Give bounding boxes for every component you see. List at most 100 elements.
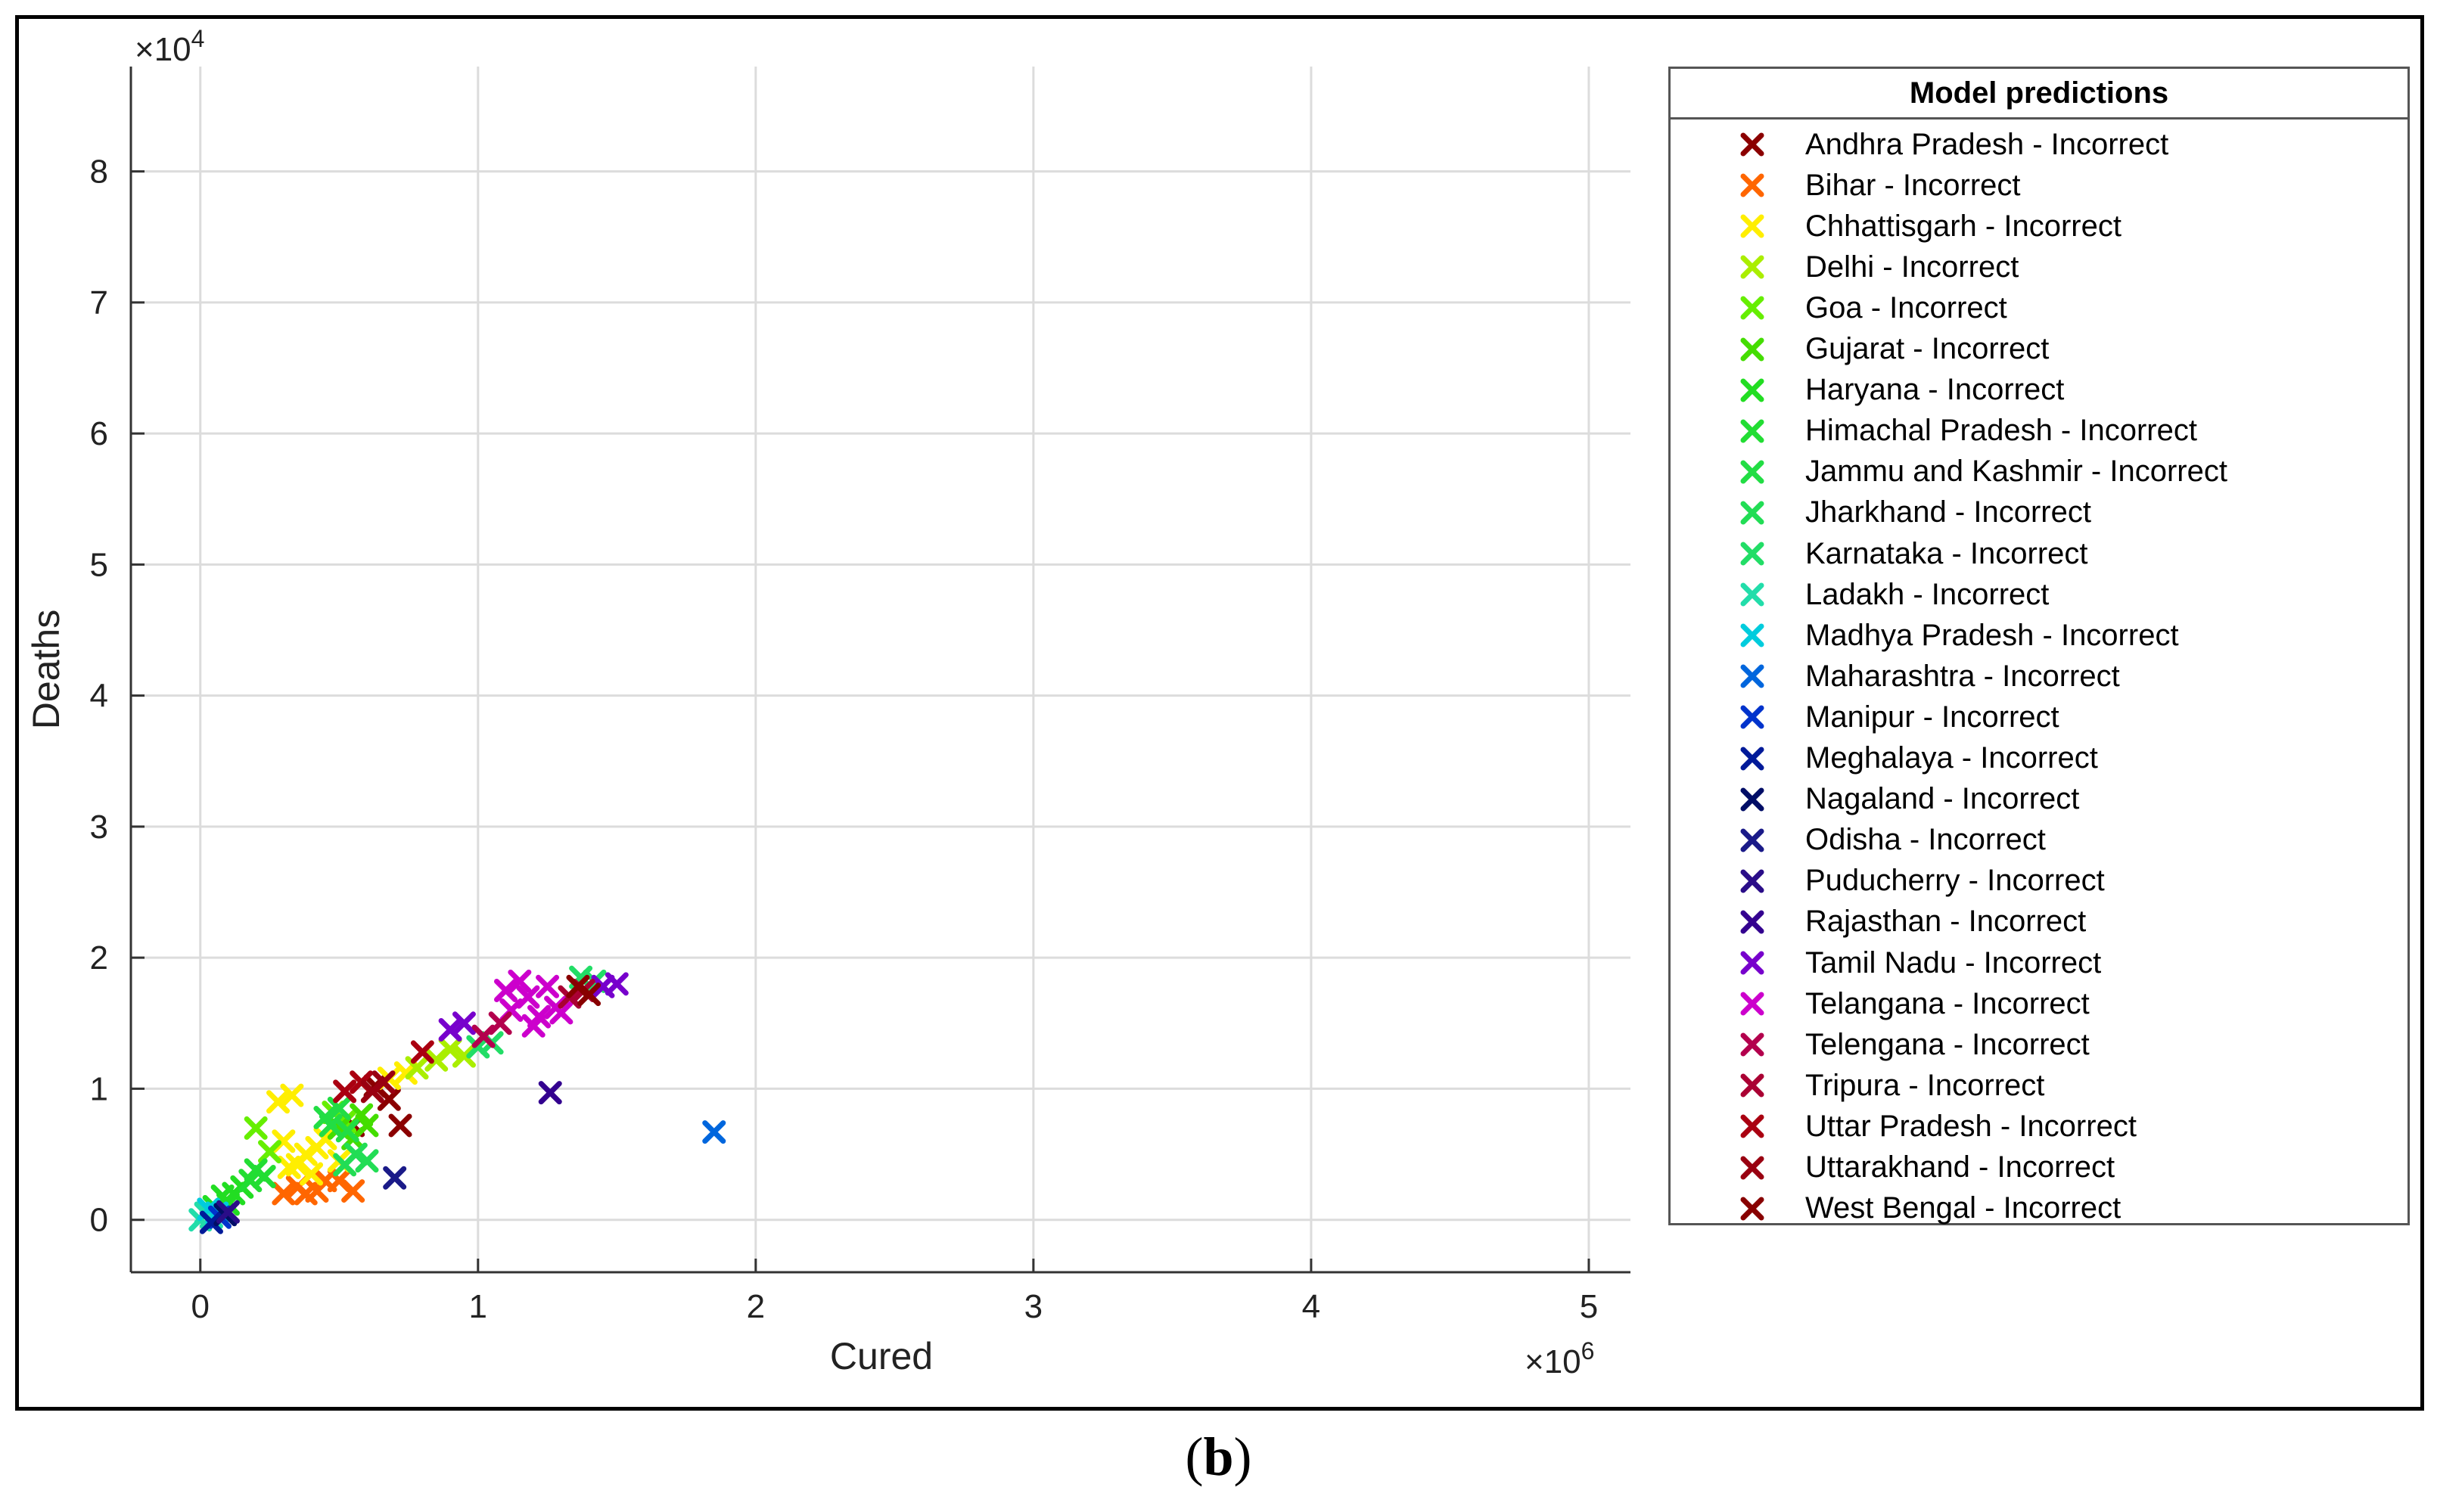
data-point — [216, 1200, 240, 1224]
legend-item: Haryana - Incorrect — [1671, 371, 2064, 409]
legend-marker-icon — [1740, 1197, 1764, 1221]
x-tick-label: 5 — [1580, 1288, 1598, 1325]
legend-marker-icon — [1740, 542, 1764, 566]
legend-label: Gujarat - Incorrect — [1805, 332, 2050, 365]
data-point — [566, 974, 590, 998]
legend-label: Tripura - Incorrect — [1805, 1068, 2045, 1102]
legend-label: Delhi - Incorrect — [1805, 250, 2019, 284]
data-point — [388, 1113, 412, 1138]
legend-label: Odisha - Incorrect — [1805, 823, 2046, 857]
legend-item: Nagaland - Incorrect — [1671, 781, 2079, 818]
legend-marker-icon — [1740, 1114, 1764, 1138]
data-point — [244, 1116, 268, 1140]
legend-label: Meghalaya - Incorrect — [1805, 741, 2098, 775]
y-tick-label: 2 — [90, 939, 108, 976]
data-point — [272, 1181, 296, 1206]
data-point — [393, 1061, 418, 1085]
legend-item: Tripura - Incorrect — [1671, 1066, 2044, 1104]
legend-marker-icon — [1740, 132, 1764, 157]
caption-open: ( — [1185, 1427, 1204, 1487]
y-exponent-label: ×104 — [135, 25, 204, 68]
y-tick-label: 6 — [90, 415, 108, 452]
data-point — [327, 1096, 351, 1120]
legend-marker-icon — [1740, 1073, 1764, 1098]
data-point — [341, 1179, 365, 1203]
legend-marker-icon — [1740, 173, 1764, 197]
legend-item: Andhra Pradesh - Incorrect — [1671, 126, 2168, 163]
legend-marker-icon — [1740, 255, 1764, 279]
legend-item: Goa - Incorrect — [1671, 289, 2007, 327]
legend-label: Himachal Pradesh - Incorrect — [1805, 414, 2197, 448]
y-exponent-power: 4 — [191, 25, 205, 52]
legend-label: West Bengal - Incorrect — [1805, 1191, 2121, 1225]
legend-item: Himachal Pradesh - Incorrect — [1671, 412, 2197, 450]
legend-item: Tamil Nadu - Incorrect — [1671, 944, 2101, 982]
legend-item: Uttar Pradesh - Incorrect — [1671, 1107, 2137, 1145]
y-tick-label: 5 — [90, 546, 108, 583]
data-point — [355, 1113, 379, 1138]
y-axis-label: Deaths — [25, 610, 67, 729]
legend-label: Rajasthan - Incorrect — [1805, 905, 2087, 939]
caption-letter: b — [1203, 1427, 1234, 1487]
legend-label: Tamil Nadu - Incorrect — [1805, 945, 2102, 980]
legend-marker-icon — [1740, 747, 1764, 770]
data-point — [516, 985, 540, 1009]
caption-close: ) — [1233, 1427, 1252, 1487]
legend-label: Jharkhand - Incorrect — [1805, 495, 2091, 529]
y-tick-label: 8 — [90, 154, 108, 191]
legend-marker-icon — [1740, 828, 1764, 852]
legend-label: Uttarakhand - Incorrect — [1805, 1150, 2115, 1184]
legend-item: Telengana - Incorrect — [1671, 1026, 2090, 1063]
legend-label: Maharashtra - Incorrect — [1805, 659, 2120, 693]
data-point — [591, 974, 615, 998]
legend-item: Meghalaya - Incorrect — [1671, 740, 2098, 778]
data-point — [538, 1081, 562, 1105]
data-point — [280, 1083, 304, 1107]
legend-marker-icon — [1740, 869, 1764, 893]
legend-label: Nagaland - Incorrect — [1805, 782, 2080, 816]
legend-label: Goa - Incorrect — [1805, 290, 2007, 324]
x-exponent-label: ×106 — [1525, 1337, 1594, 1380]
y-tick-label: 0 — [90, 1202, 108, 1239]
data-point — [494, 978, 518, 1002]
legend-item: Gujarat - Incorrect — [1671, 331, 2049, 368]
legend-marker-icon — [1740, 623, 1764, 647]
figure-caption: (b) — [0, 1426, 2437, 1489]
legend-item: Delhi - Incorrect — [1671, 248, 2019, 286]
legend-marker-icon — [1740, 214, 1764, 238]
legend-item: Madhya Pradesh - Incorrect — [1671, 616, 2179, 654]
data-point — [521, 1014, 546, 1038]
legend-label: Andhra Pradesh - Incorrect — [1805, 127, 2169, 161]
legend: Model predictions Andhra Pradesh - Incor… — [1668, 67, 2410, 1225]
x-tick-label: 1 — [469, 1288, 487, 1325]
legend-item: Jharkhand - Incorrect — [1671, 494, 2091, 532]
data-point — [508, 969, 532, 993]
y-tick-label: 1 — [90, 1070, 108, 1107]
legend-marker-icon — [1740, 910, 1764, 934]
legend-marker-icon — [1740, 1156, 1764, 1179]
y-tick-label: 3 — [90, 809, 108, 846]
legend-item: Maharashtra - Incorrect — [1671, 657, 2120, 695]
legend-marker-icon — [1740, 1032, 1764, 1057]
legend-title: Model predictions — [1671, 69, 2407, 120]
legend-label: Bihar - Incorrect — [1805, 168, 2021, 202]
data-point — [300, 1162, 324, 1186]
data-point — [371, 1070, 396, 1094]
data-point — [277, 1155, 301, 1179]
legend-label: Jammu and Kashmir - Incorrect — [1805, 455, 2227, 489]
legend-marker-icon — [1740, 951, 1764, 975]
legend-marker-icon — [1740, 705, 1764, 729]
legend-label: Telengana - Incorrect — [1805, 1027, 2090, 1061]
legend-marker-icon — [1740, 501, 1764, 525]
x-tick-label: 2 — [747, 1288, 765, 1325]
data-point — [702, 1120, 726, 1144]
legend-item: Telangana - Incorrect — [1671, 985, 2090, 1023]
legend-item: Ladakh - Incorrect — [1671, 576, 2049, 613]
legend-label: Puducherry - Incorrect — [1805, 864, 2105, 898]
legend-label: Haryana - Incorrect — [1805, 373, 2065, 407]
legend-item: Rajasthan - Incorrect — [1671, 903, 2086, 941]
x-exponent-power: 6 — [1581, 1337, 1595, 1365]
x-axis-label: Cured — [830, 1335, 933, 1377]
legend-item: Chhattisgarh - Incorrect — [1671, 207, 2121, 245]
data-point — [355, 1149, 379, 1173]
